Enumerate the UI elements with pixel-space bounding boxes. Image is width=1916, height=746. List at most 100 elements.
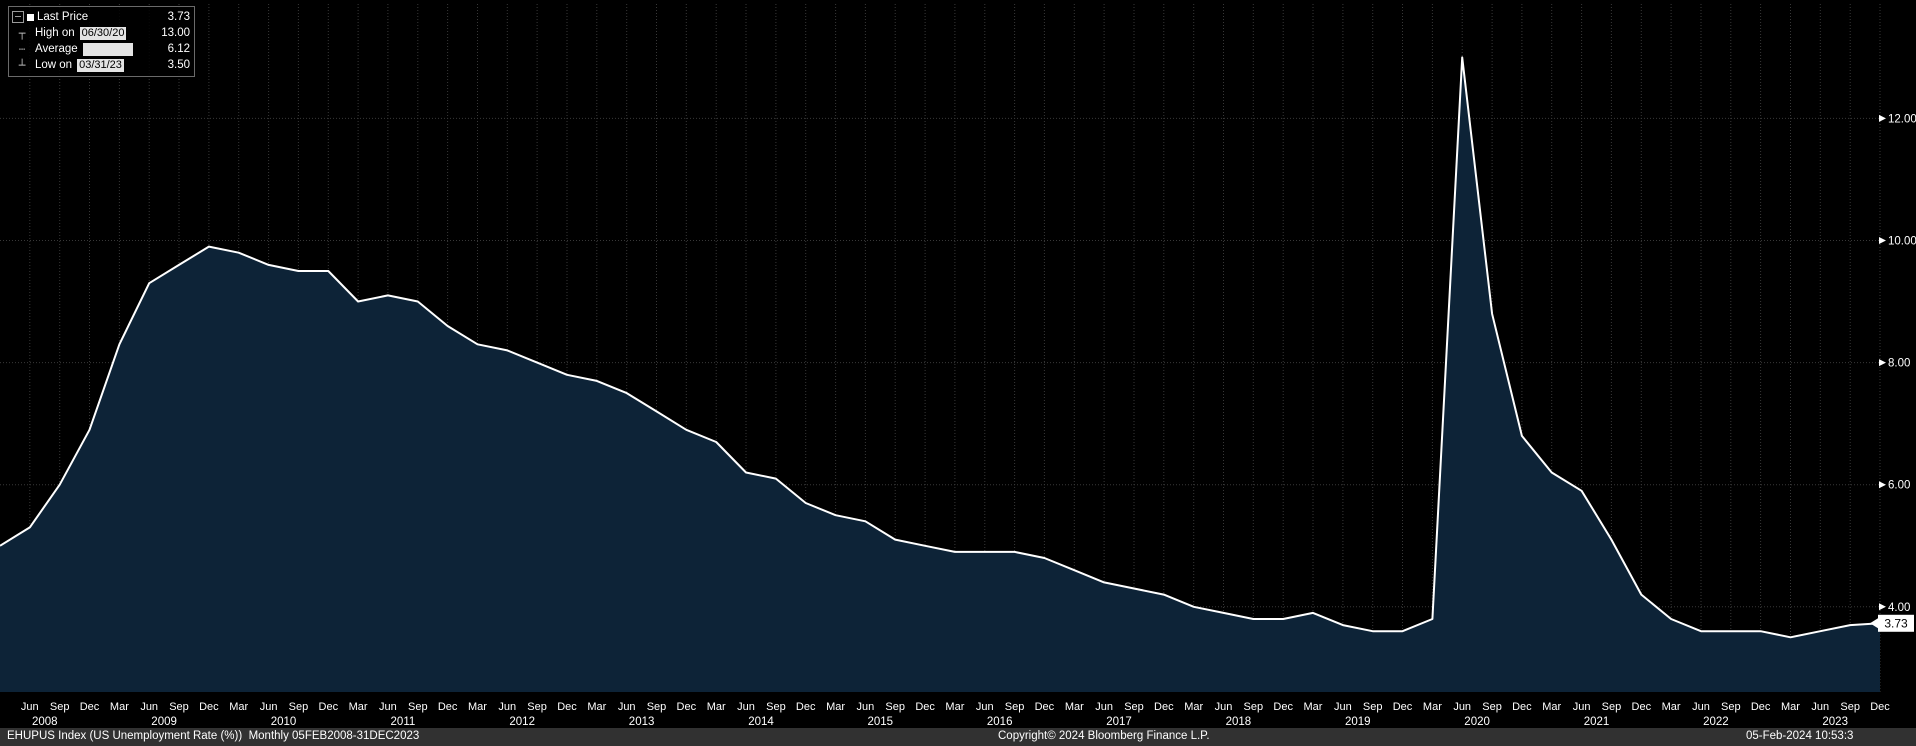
price-line[interactable] <box>0 56 1881 639</box>
svg-text:Mar: Mar <box>587 701 606 713</box>
svg-text:2020: 2020 <box>1464 716 1490 728</box>
last-price-swatch-icon <box>27 13 34 21</box>
svg-text:Dec: Dec <box>1035 701 1055 713</box>
legend-average-value: 6.12 <box>167 43 190 55</box>
x-axis: Jun Sep Dec Mar Jun Sep Dec Mar Jun Sep Dec Mar Jun S… <box>21 701 1890 728</box>
svg-text:Jun: Jun <box>857 701 875 713</box>
svg-text:Jun: Jun <box>379 701 397 713</box>
svg-text:Dec: Dec <box>1154 701 1174 713</box>
svg-text:Sep: Sep <box>1124 701 1144 713</box>
svg-text:4.00: 4.00 <box>1888 602 1910 614</box>
svg-text:Mar: Mar <box>1781 701 1800 713</box>
svg-text:2023: 2023 <box>1822 716 1848 728</box>
svg-text:Dec: Dec <box>677 701 697 713</box>
copyright-notice: Copyright© 2024 Bloomberg Finance L.P. <box>998 730 1210 742</box>
svg-text:2019: 2019 <box>1345 716 1371 728</box>
svg-text:2021: 2021 <box>1584 716 1610 728</box>
svg-text:8.00: 8.00 <box>1888 358 1910 370</box>
svg-text:Jun: Jun <box>1573 701 1591 713</box>
svg-text:Jun: Jun <box>1453 701 1471 713</box>
svg-text:Mar: Mar <box>1304 701 1323 713</box>
svg-text:Mar: Mar <box>826 701 845 713</box>
legend-row-average: ┄ Average 6.12 <box>12 41 190 57</box>
svg-text:6.00: 6.00 <box>1888 480 1910 492</box>
svg-text:Sep: Sep <box>1363 701 1383 713</box>
average-period-field[interactable] <box>82 42 133 56</box>
svg-text:Jun: Jun <box>498 701 516 713</box>
last-price-tag: 3.73 <box>1870 614 1914 632</box>
svg-text:2017: 2017 <box>1106 716 1132 728</box>
svg-text:12.00: 12.00 <box>1888 113 1916 125</box>
svg-text:Dec: Dec <box>1632 701 1652 713</box>
svg-text:Dec: Dec <box>199 701 219 713</box>
svg-text:Mar: Mar <box>349 701 368 713</box>
legend-last-price-label: Last Price <box>37 11 89 23</box>
svg-text:10.00: 10.00 <box>1888 236 1916 248</box>
legend-high-value: 13.00 <box>161 27 190 39</box>
svg-text:Dec: Dec <box>319 701 339 713</box>
svg-text:Jun: Jun <box>976 701 994 713</box>
svg-text:Jun: Jun <box>1095 701 1113 713</box>
svg-text:2011: 2011 <box>391 716 416 728</box>
svg-text:Dec: Dec <box>557 701 577 713</box>
svg-text:Dec: Dec <box>1751 701 1771 713</box>
svg-text:Mar: Mar <box>229 701 248 713</box>
svg-text:2013: 2013 <box>629 716 655 728</box>
svg-text:Mar: Mar <box>1065 701 1084 713</box>
svg-text:Dec: Dec <box>1393 701 1413 713</box>
svg-text:Jun: Jun <box>737 701 755 713</box>
legend-collapse-icon[interactable] <box>12 11 24 23</box>
high-marker-icon: ┬ <box>18 26 26 40</box>
svg-text:2008: 2008 <box>32 716 58 728</box>
svg-text:Sep: Sep <box>1482 701 1502 713</box>
svg-text:2018: 2018 <box>1226 716 1252 728</box>
svg-text:2016: 2016 <box>987 716 1013 728</box>
svg-text:2010: 2010 <box>271 716 297 728</box>
svg-text:Mar: Mar <box>468 701 487 713</box>
svg-text:Jun: Jun <box>140 701 158 713</box>
legend-row-last-price: Last Price 3.73 <box>12 9 190 25</box>
legend-low-value: 3.50 <box>167 59 190 71</box>
svg-text:Dec: Dec <box>796 701 816 713</box>
svg-text:Sep: Sep <box>647 701 667 713</box>
svg-text:Sep: Sep <box>1840 701 1860 713</box>
svg-text:2022: 2022 <box>1703 716 1729 728</box>
svg-text:Jun: Jun <box>260 701 278 713</box>
svg-text:Jun: Jun <box>1692 701 1710 713</box>
legend-high-label: High on <box>35 27 75 39</box>
svg-text:Sep: Sep <box>1721 701 1741 713</box>
svg-text:2012: 2012 <box>509 716 535 728</box>
svg-text:Jun: Jun <box>21 701 39 713</box>
svg-text:Jun: Jun <box>1811 701 1829 713</box>
svg-text:Sep: Sep <box>527 701 547 713</box>
svg-text:Jun: Jun <box>1334 701 1352 713</box>
svg-text:Dec: Dec <box>1273 701 1293 713</box>
svg-text:Sep: Sep <box>766 701 786 713</box>
svg-text:Dec: Dec <box>438 701 458 713</box>
svg-text:Sep: Sep <box>1244 701 1264 713</box>
footer-timestamp: 05-Feb-2024 10:53:3 <box>1746 730 1854 742</box>
svg-text:Sep: Sep <box>50 701 70 713</box>
svg-text:Sep: Sep <box>408 701 428 713</box>
svg-text:2009: 2009 <box>151 716 177 728</box>
chart-legend[interactable]: Last Price 3.73 ┬ High on 06/30/20 13.00… <box>8 6 195 77</box>
svg-text:Mar: Mar <box>707 701 726 713</box>
legend-last-price-value: 3.73 <box>167 11 190 23</box>
svg-text:Dec: Dec <box>1512 701 1532 713</box>
security-description: EHUPUS Index (US Unemployment Rate (%)) … <box>7 730 420 742</box>
y-axis: 12.00 10.00 8.00 6.00 4.00 <box>1879 113 1916 614</box>
average-marker-icon: ┄ <box>18 42 26 56</box>
legend-row-low: ┴ Low on 03/31/23 3.50 <box>12 57 190 73</box>
svg-text:Mar: Mar <box>1423 701 1442 713</box>
svg-text:Sep: Sep <box>885 701 905 713</box>
svg-text:Mar: Mar <box>945 701 964 713</box>
svg-text:Dec: Dec <box>1870 701 1890 713</box>
svg-text:Mar: Mar <box>1184 701 1203 713</box>
high-date-field[interactable]: 06/30/20 <box>79 26 127 40</box>
low-date-field[interactable]: 03/31/23 <box>77 58 124 72</box>
svg-text:Sep: Sep <box>1602 701 1622 713</box>
svg-text:Mar: Mar <box>110 701 129 713</box>
svg-text:Jun: Jun <box>618 701 636 713</box>
